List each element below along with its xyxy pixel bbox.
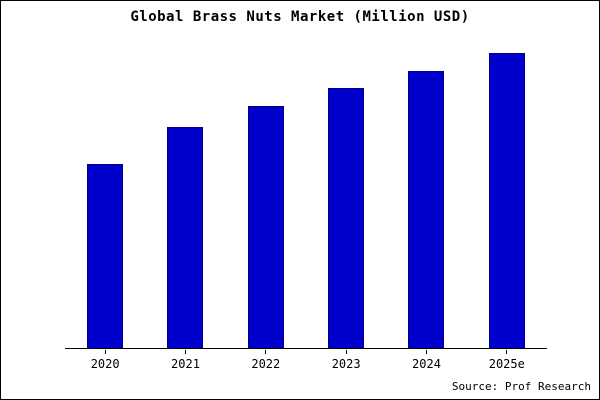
x-tick-label: 2024 xyxy=(412,357,441,371)
tick-mark xyxy=(345,350,347,354)
tick-mark xyxy=(104,350,106,354)
bar-2020 xyxy=(87,164,124,348)
x-tick-label: 2023 xyxy=(331,357,361,371)
tick-mark xyxy=(506,350,508,354)
bar-2022 xyxy=(247,106,284,348)
x-tick-label: 2025e xyxy=(488,357,525,371)
bar-2021 xyxy=(167,127,204,348)
tick-mark xyxy=(184,350,186,354)
x-axis-labels: 2020 2021 2022 2023 2024 2025e xyxy=(65,357,547,371)
x-tick-label: 2020 xyxy=(90,357,120,371)
plot-area xyxy=(65,53,547,349)
tick-mark xyxy=(425,350,427,354)
chart-title: Global Brass Nuts Market (Million USD) xyxy=(130,9,470,25)
x-tick-label: 2022 xyxy=(251,357,281,371)
bar-2024 xyxy=(408,71,445,348)
tick-mark xyxy=(265,350,267,354)
bar-slot xyxy=(145,53,225,348)
bar-2023 xyxy=(328,88,365,348)
x-tick-label: 2021 xyxy=(171,357,200,371)
bar-slot xyxy=(226,53,306,348)
x-axis-ticks xyxy=(65,350,547,354)
bar-slot xyxy=(386,53,466,348)
bar-slot xyxy=(306,53,386,348)
bar-slot xyxy=(65,53,145,348)
bar-2025e xyxy=(488,53,525,348)
bar-slot xyxy=(467,53,547,348)
source-attribution: Source: Prof Research xyxy=(451,380,591,393)
